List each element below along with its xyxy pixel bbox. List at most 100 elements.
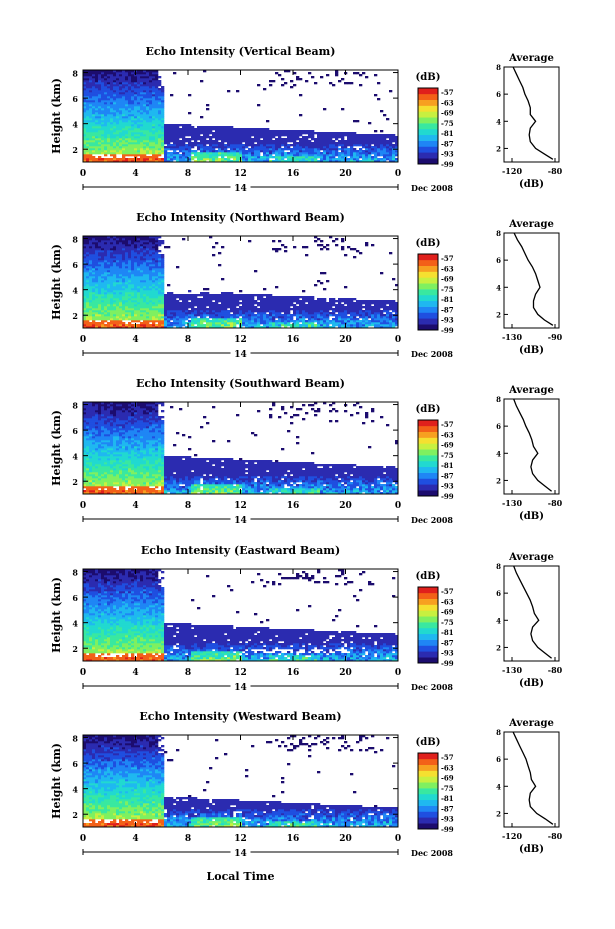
heatmap-cell <box>341 142 345 145</box>
heatmap-cell <box>323 246 327 249</box>
heatmap-cell <box>107 258 111 261</box>
heatmap-cell <box>125 284 129 287</box>
heatmap-cell <box>89 112 93 115</box>
heatmap-cell <box>158 296 162 299</box>
heatmap-cell <box>227 140 231 143</box>
heatmap-cell <box>326 308 330 311</box>
heatmap-cell <box>185 160 189 163</box>
heatmap-cell <box>149 288 153 291</box>
heatmap-cell <box>140 84 144 87</box>
heatmap-cell <box>224 138 228 141</box>
heatmap-cell <box>335 160 339 163</box>
heatmap-cell <box>158 300 162 303</box>
heatmap-cell <box>161 322 165 325</box>
heatmap-cell <box>392 322 396 325</box>
heatmap-cell <box>95 318 99 321</box>
heatmap-cell <box>155 84 159 87</box>
heatmap-cell <box>338 136 342 139</box>
heatmap-cell <box>218 310 222 313</box>
heatmap-cell <box>92 246 96 249</box>
heatmap-cell <box>200 80 204 83</box>
heatmap-cell <box>134 90 138 93</box>
heatmap-cell <box>143 318 147 321</box>
heatmap-cell <box>284 140 288 143</box>
heatmap-cell <box>98 138 102 141</box>
heatmap-cell <box>134 310 138 313</box>
heatmap-cell <box>224 128 228 131</box>
heatmap-cell <box>314 324 318 327</box>
heatmap-cell <box>188 138 192 141</box>
heatmap-cell <box>83 296 87 299</box>
heatmap-cell <box>299 146 303 149</box>
heatmap-cell <box>95 74 99 77</box>
heatmap-cell <box>101 258 105 261</box>
heatmap-cell <box>227 160 231 163</box>
heatmap-cell <box>284 318 288 321</box>
heatmap-cell <box>287 70 291 73</box>
heatmap-cell <box>176 306 180 309</box>
heatmap-cell <box>284 314 288 317</box>
heatmap-cell <box>122 282 126 285</box>
heatmap-cell <box>137 318 141 321</box>
heatmap-cell <box>182 300 186 303</box>
heatmap-cell <box>86 150 90 153</box>
heatmap-cell <box>92 266 96 269</box>
heatmap-cell <box>257 136 261 139</box>
heatmap-cell <box>137 278 141 281</box>
heatmap-cell <box>119 76 123 79</box>
heatmap-cell <box>83 318 87 321</box>
heatmap-cell <box>158 310 162 313</box>
heatmap-cell <box>185 316 189 319</box>
heatmap-cell <box>140 308 144 311</box>
avg-y-tick-label: 8 <box>496 63 501 72</box>
heatmap-cell <box>317 238 321 241</box>
heatmap-cell <box>317 310 321 313</box>
heatmap-cell <box>200 146 204 149</box>
heatmap-cell <box>281 132 285 135</box>
heatmap-cell <box>98 250 102 253</box>
heatmap-cell <box>245 304 249 307</box>
heatmap-cell <box>248 154 252 157</box>
heatmap-cell <box>344 316 348 319</box>
heatmap-cell <box>269 160 273 163</box>
heatmap-cell <box>302 138 306 141</box>
heatmap-cell <box>92 138 96 141</box>
heatmap-cell <box>98 280 102 283</box>
heatmap-cell <box>308 158 312 161</box>
heatmap-cell <box>227 130 231 133</box>
heatmap-cell <box>335 70 339 73</box>
heatmap-cell <box>134 130 138 133</box>
heatmap-cell <box>359 84 363 87</box>
heatmap-cell <box>143 160 147 163</box>
heatmap-cell <box>341 310 345 313</box>
heatmap-cell <box>212 320 216 323</box>
heatmap-cell <box>101 140 105 143</box>
heatmap-cell <box>299 310 303 313</box>
heatmap-cell <box>251 304 255 307</box>
heatmap-cell <box>116 294 120 297</box>
heatmap-cell <box>83 158 87 161</box>
heatmap-cell <box>122 98 126 101</box>
heatmap-cell <box>89 280 93 283</box>
heatmap-cell <box>392 134 396 137</box>
heatmap-cell <box>110 296 114 299</box>
heatmap-cell <box>326 316 330 319</box>
heatmap-cell <box>236 154 240 157</box>
heatmap-cell <box>338 310 342 313</box>
heatmap-cell <box>149 286 153 289</box>
heatmap-cell <box>155 144 159 147</box>
heatmap-cell <box>302 318 306 321</box>
heatmap-cell <box>251 322 255 325</box>
heatmap-cell <box>125 116 129 119</box>
heatmap-cell <box>122 86 126 89</box>
heatmap-cell <box>374 306 378 309</box>
heatmap-cell <box>140 128 144 131</box>
heatmap-cell <box>221 324 225 327</box>
heatmap-cell <box>341 306 345 309</box>
heatmap-cell <box>128 300 132 303</box>
heatmap-cell <box>131 136 135 139</box>
heatmap-cell <box>263 302 267 305</box>
heatmap-cell <box>89 324 93 327</box>
heatmap-cell <box>137 312 141 315</box>
heatmap-cell <box>101 298 105 301</box>
